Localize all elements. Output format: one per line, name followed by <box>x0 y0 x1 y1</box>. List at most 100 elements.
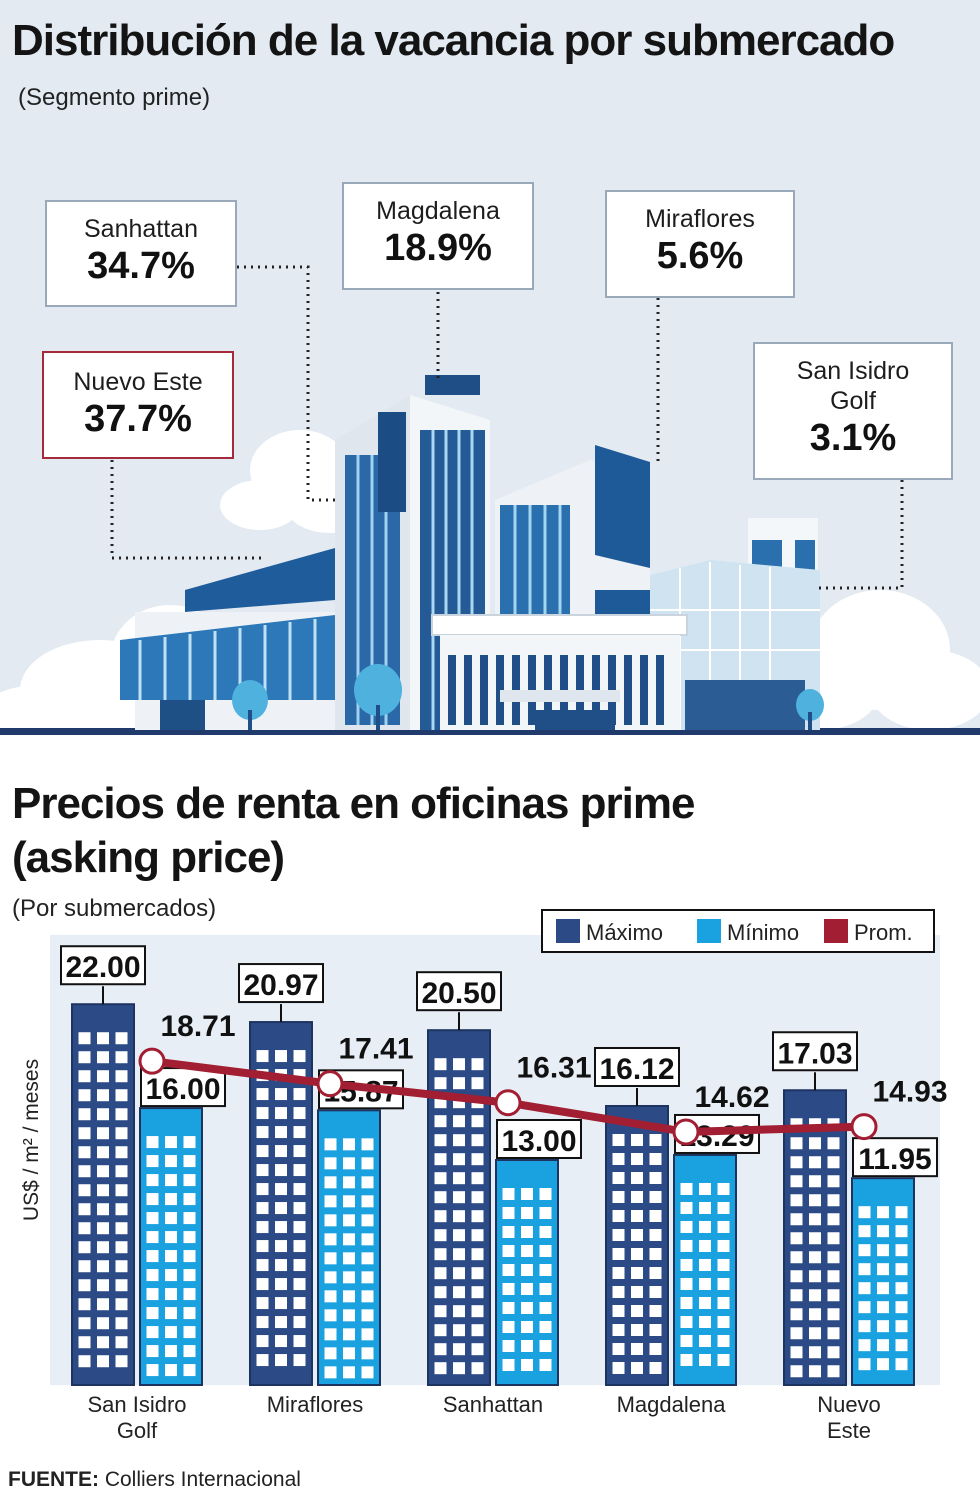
vacancy-box-magdalena: Magdalena 18.9% <box>342 182 534 290</box>
bar-max-2-window <box>453 1286 465 1299</box>
bar-max-2-window <box>471 1172 484 1185</box>
data-label-min-0-text: 16.00 <box>145 1073 220 1106</box>
bar-min-0-window <box>183 1136 196 1149</box>
bar-min-4-window <box>895 1301 908 1314</box>
bar-min-0-window <box>146 1326 159 1339</box>
bar-max-2-window <box>453 1305 465 1318</box>
bar-min-0-window <box>183 1212 196 1225</box>
bar-max-2-window <box>471 1267 484 1280</box>
bar-min-1-window <box>361 1347 374 1360</box>
bar-min-4-window <box>877 1244 889 1257</box>
data-label-max-2-text: 20.50 <box>421 977 496 1010</box>
bar-max-4-window <box>790 1251 803 1264</box>
bar-max-0-window <box>78 1089 91 1102</box>
bar-min-2-window <box>539 1264 552 1276</box>
prices-title-line1: Precios de renta en oficinas prime <box>12 779 695 828</box>
bar-min-1 <box>317 1109 381 1386</box>
bar-max-0-window <box>115 1298 128 1311</box>
bar-max-3-window <box>612 1172 625 1184</box>
avg-point-1 <box>316 1070 344 1098</box>
bar-min-0-window <box>183 1307 196 1320</box>
bar-max-4-window <box>809 1346 821 1359</box>
building-tower <box>335 375 490 730</box>
bar-min-1-window <box>361 1233 374 1246</box>
bar-max-4-window <box>809 1270 821 1283</box>
bar-max-4-window <box>790 1137 803 1150</box>
bar-min-2-window <box>502 1340 515 1352</box>
avg-point-0 <box>138 1047 166 1075</box>
data-label-min-4: 11.95 <box>852 1137 938 1178</box>
ground-line <box>0 728 980 735</box>
data-label-max-4: 17.03 <box>772 1031 858 1072</box>
bar-min-2-window <box>521 1283 533 1295</box>
data-label-max-0-text: 22.00 <box>65 951 140 984</box>
bar-max-1-window <box>275 1126 287 1139</box>
bar-max-1-window <box>256 1145 269 1158</box>
bar-max-4-window <box>809 1289 821 1302</box>
bar-max-0-window <box>97 1222 109 1235</box>
bar-min-3-window <box>699 1296 711 1309</box>
bar-max-3-window <box>631 1267 643 1279</box>
bar-max-2-window <box>453 1134 465 1147</box>
data-label-min-0-box <box>140 1067 226 1108</box>
bar-max-2-window <box>471 1058 484 1071</box>
bar-max-1-window <box>293 1221 306 1234</box>
bar-min-1-window <box>343 1290 355 1303</box>
bar-max-2-window <box>434 1153 447 1166</box>
bar-min-1-window <box>324 1347 337 1360</box>
bar-max-3-window <box>612 1191 625 1203</box>
bar-min-4-window <box>895 1358 908 1371</box>
bar-max-3-window <box>612 1267 625 1279</box>
bar-max-1-window <box>256 1221 269 1234</box>
data-label-max-1-box <box>238 963 324 1004</box>
bar-min-3-window <box>699 1239 711 1252</box>
bar-min-2-window <box>521 1340 533 1352</box>
bar-max-0-window <box>97 1298 109 1311</box>
bar-max-3-window <box>612 1343 625 1355</box>
bar-max-1-window <box>256 1259 269 1272</box>
bar-min-1-window <box>361 1214 374 1227</box>
bar-min-3-window <box>699 1353 711 1366</box>
bar-max-4-window <box>809 1251 821 1264</box>
data-label-max-2: 20.50 <box>416 971 502 1012</box>
bar-max-0-window <box>78 1317 91 1330</box>
bar-max-2-window <box>453 1191 465 1204</box>
bar-min-1-window <box>324 1157 337 1170</box>
bar-min-2-window <box>521 1188 533 1200</box>
bar-min-3-window <box>680 1315 693 1328</box>
bar-min-4-window <box>895 1263 908 1276</box>
bar-min-3-window <box>680 1296 693 1309</box>
bar-min-0-body <box>139 1107 203 1386</box>
bar-min-1-body <box>317 1109 381 1386</box>
data-label-avg-4: 14.93 <box>872 1076 947 1109</box>
bar-min-3-window <box>680 1353 693 1366</box>
bar-max-3-window <box>631 1229 643 1241</box>
bar-min-0-window <box>146 1288 159 1301</box>
bar-max-2-window <box>434 1305 447 1318</box>
vacancy-box-miraflores: Miraflores 5.6% <box>605 190 795 298</box>
bar-max-1-window <box>293 1164 306 1177</box>
bar-max-1-window <box>275 1145 287 1158</box>
bar-min-1-window <box>324 1138 337 1151</box>
bar-max-2-window <box>453 1058 465 1071</box>
section-divider <box>0 735 980 763</box>
bar-max-2-window <box>471 1286 484 1299</box>
bar-min-1-window <box>343 1347 355 1360</box>
bar-min-0-window <box>146 1269 159 1282</box>
category-label-4: Este <box>827 1418 871 1443</box>
bar-max-4-window <box>790 1365 803 1378</box>
bar-max-4-window <box>790 1346 803 1359</box>
bar-max-1-window <box>293 1316 306 1329</box>
data-label-min-0: 16.00 <box>140 1067 226 1108</box>
bar-min-1-window <box>343 1252 355 1265</box>
bar-max-1-window <box>256 1354 269 1367</box>
bar-max-0-window <box>115 1355 128 1368</box>
bar-min-0-window <box>165 1288 177 1301</box>
bar-max-0-window <box>97 1260 109 1273</box>
bar-max-3-window <box>631 1305 643 1317</box>
bar-max-4-window <box>790 1194 803 1207</box>
bar-max-4-window <box>790 1213 803 1226</box>
bar-max-1-window <box>293 1259 306 1272</box>
bar-min-1-window <box>324 1195 337 1208</box>
bar-max-4-window <box>790 1327 803 1340</box>
